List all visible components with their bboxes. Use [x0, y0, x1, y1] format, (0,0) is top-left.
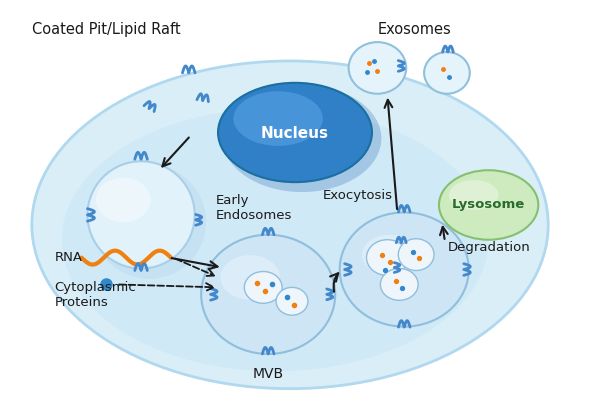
Ellipse shape	[218, 83, 372, 182]
Ellipse shape	[362, 235, 417, 274]
Text: RNA: RNA	[55, 251, 83, 264]
Ellipse shape	[398, 239, 434, 270]
Ellipse shape	[96, 178, 150, 222]
Ellipse shape	[449, 180, 499, 210]
Ellipse shape	[221, 255, 280, 300]
Ellipse shape	[222, 85, 381, 192]
Text: Nucleus: Nucleus	[261, 126, 329, 141]
Text: Degradation: Degradation	[447, 241, 530, 254]
Text: MVB: MVB	[253, 367, 284, 381]
Text: Exocytosis: Exocytosis	[323, 188, 392, 202]
Ellipse shape	[87, 161, 195, 268]
Text: Early
Endosomes: Early Endosomes	[215, 194, 292, 222]
Ellipse shape	[424, 52, 470, 94]
Ellipse shape	[92, 165, 206, 279]
Ellipse shape	[340, 212, 469, 327]
Ellipse shape	[276, 287, 308, 315]
Ellipse shape	[244, 272, 282, 303]
Ellipse shape	[381, 268, 418, 300]
Ellipse shape	[439, 170, 538, 240]
Text: Cytoplasmic
Proteins: Cytoplasmic Proteins	[55, 281, 136, 309]
Ellipse shape	[61, 108, 489, 371]
Text: Exosomes: Exosomes	[377, 22, 451, 37]
Ellipse shape	[32, 61, 548, 389]
Ellipse shape	[234, 91, 323, 146]
Text: Lysosome: Lysosome	[452, 198, 525, 212]
Ellipse shape	[201, 235, 335, 354]
Text: Coated Pit/Lipid Raft: Coated Pit/Lipid Raft	[32, 22, 181, 37]
Ellipse shape	[366, 240, 408, 276]
Ellipse shape	[349, 42, 407, 94]
